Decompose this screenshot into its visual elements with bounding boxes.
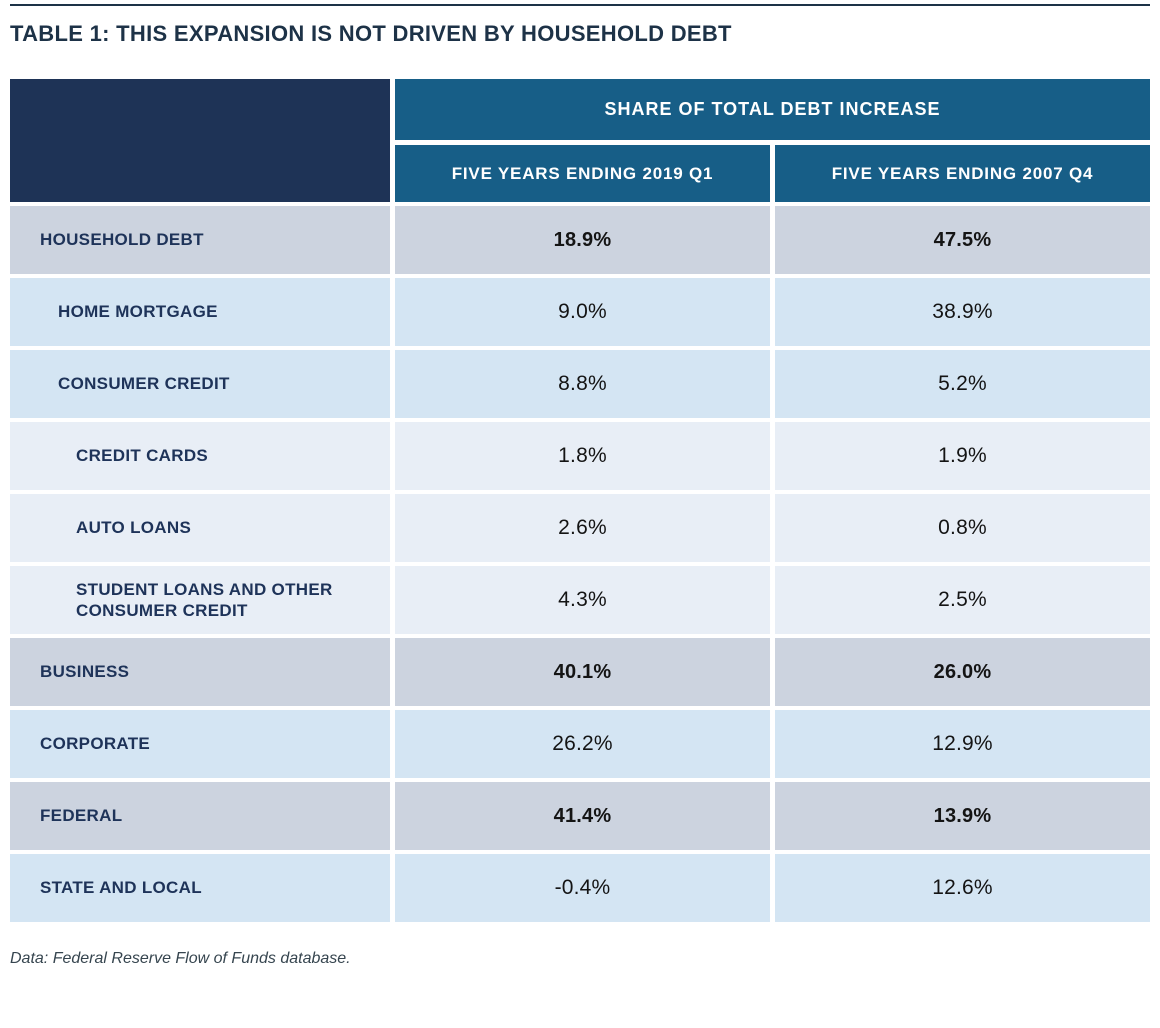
row-label: STUDENT LOANS AND OTHER CONSUMER CREDIT (10, 566, 390, 634)
row-value: 1.9% (775, 422, 1150, 490)
row-value: 12.6% (775, 854, 1150, 922)
column-header-2019q1: FIVE YEARS ENDING 2019 Q1 (395, 145, 770, 202)
row-value: 41.4% (395, 782, 770, 850)
row-value: 40.1% (395, 638, 770, 706)
row-value: 1.8% (395, 422, 770, 490)
row-value: 0.8% (775, 494, 1150, 562)
column-subheaders: FIVE YEARS ENDING 2019 Q1 FIVE YEARS END… (395, 145, 1150, 202)
data-source-note: Data: Federal Reserve Flow of Funds data… (10, 950, 351, 967)
table-header-right: SHARE OF TOTAL DEBT INCREASE FIVE YEARS … (395, 79, 1150, 202)
table-row: FEDERAL 41.4% 13.9% (10, 782, 1150, 850)
row-value: 38.9% (775, 278, 1150, 346)
row-value: 26.0% (775, 638, 1150, 706)
row-label: AUTO LOANS (10, 494, 390, 562)
row-label: CONSUMER CREDIT (10, 350, 390, 418)
row-label: BUSINESS (10, 638, 390, 706)
top-rule-divider (10, 4, 1150, 6)
row-value: 18.9% (395, 206, 770, 274)
row-label: CREDIT CARDS (10, 422, 390, 490)
table-row: CORPORATE 26.2% 12.9% (10, 710, 1150, 778)
column-header-2007q4: FIVE YEARS ENDING 2007 Q4 (775, 145, 1150, 202)
table-row: CONSUMER CREDIT 8.8% 5.2% (10, 350, 1150, 418)
row-label: HOME MORTGAGE (10, 278, 390, 346)
row-value: 26.2% (395, 710, 770, 778)
row-value: 12.9% (775, 710, 1150, 778)
row-label: CORPORATE (10, 710, 390, 778)
table-row: AUTO LOANS 2.6% 0.8% (10, 494, 1150, 562)
row-value: 5.2% (775, 350, 1150, 418)
table-header: SHARE OF TOTAL DEBT INCREASE FIVE YEARS … (10, 79, 1150, 202)
table-row: HOUSEHOLD DEBT 18.9% 47.5% (10, 206, 1150, 274)
row-value: 8.8% (395, 350, 770, 418)
page-title: TABLE 1: THIS EXPANSION IS NOT DRIVEN BY… (10, 21, 732, 46)
table-row: HOME MORTGAGE 9.0% 38.9% (10, 278, 1150, 346)
row-label: HOUSEHOLD DEBT (10, 206, 390, 274)
row-value: 13.9% (775, 782, 1150, 850)
table-corner-cell (10, 79, 390, 202)
row-label: FEDERAL (10, 782, 390, 850)
table-row: STATE AND LOCAL -0.4% 12.6% (10, 854, 1150, 922)
table-row: BUSINESS 40.1% 26.0% (10, 638, 1150, 706)
table-body: HOUSEHOLD DEBT 18.9% 47.5% HOME MORTGAGE 9.0… (10, 206, 1150, 922)
row-value: 47.5% (775, 206, 1150, 274)
row-value: 2.6% (395, 494, 770, 562)
row-value: 4.3% (395, 566, 770, 634)
row-label: STATE AND LOCAL (10, 854, 390, 922)
row-value: -0.4% (395, 854, 770, 922)
row-value: 2.5% (775, 566, 1150, 634)
row-value: 9.0% (395, 278, 770, 346)
column-group-header: SHARE OF TOTAL DEBT INCREASE (395, 79, 1150, 140)
table-row: STUDENT LOANS AND OTHER CONSUMER CREDIT 4… (10, 566, 1150, 634)
report-table-figure: TABLE 1: THIS EXPANSION IS NOT DRIVEN BY… (0, 4, 1160, 968)
debt-share-table: SHARE OF TOTAL DEBT INCREASE FIVE YEARS … (10, 79, 1150, 922)
table-row: CREDIT CARDS 1.8% 1.9% (10, 422, 1150, 490)
